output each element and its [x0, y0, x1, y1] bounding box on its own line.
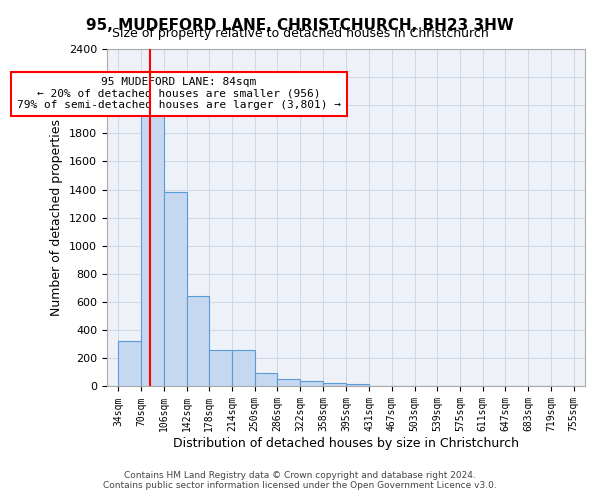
Bar	[255, 373, 277, 386]
Bar	[164, 192, 187, 386]
Bar	[300, 381, 323, 386]
Text: Contains HM Land Registry data © Crown copyright and database right 2024.
Contai: Contains HM Land Registry data © Crown c…	[103, 470, 497, 490]
Bar	[323, 383, 346, 386]
Bar	[277, 380, 300, 386]
Y-axis label: Number of detached properties: Number of detached properties	[50, 119, 64, 316]
Bar	[118, 342, 141, 386]
X-axis label: Distribution of detached houses by size in Christchurch: Distribution of detached houses by size …	[173, 437, 519, 450]
Text: Size of property relative to detached houses in Christchurch: Size of property relative to detached ho…	[112, 28, 488, 40]
Bar	[141, 112, 164, 386]
Text: 95 MUDEFORD LANE: 84sqm
← 20% of detached houses are smaller (956)
79% of semi-d: 95 MUDEFORD LANE: 84sqm ← 20% of detache…	[17, 77, 341, 110]
Bar	[209, 350, 232, 387]
Bar	[232, 350, 255, 387]
Bar	[187, 296, 209, 386]
Bar	[346, 384, 369, 386]
Text: 95, MUDEFORD LANE, CHRISTCHURCH, BH23 3HW: 95, MUDEFORD LANE, CHRISTCHURCH, BH23 3H…	[86, 18, 514, 32]
